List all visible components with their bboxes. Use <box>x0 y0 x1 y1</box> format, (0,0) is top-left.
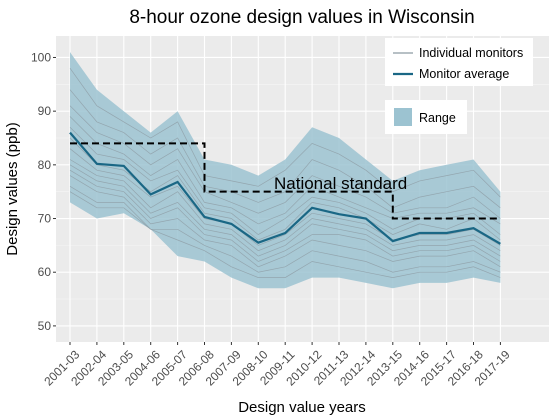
monitor-average-line <box>69 131 501 245</box>
legend-average-label: Monitor average <box>419 67 509 81</box>
individual-monitor-line <box>69 164 501 257</box>
individual-monitor-line <box>69 67 501 198</box>
individual-monitor-line <box>69 148 501 246</box>
y-tick-label: 70 <box>38 212 52 226</box>
y-tick-label: 90 <box>38 104 52 118</box>
national-standard-line <box>70 142 501 220</box>
legend-lines: Individual monitors Monitor average <box>385 38 533 86</box>
legend-range: Range <box>385 100 467 134</box>
national-standard-lines <box>70 142 501 220</box>
legend-lines-box <box>385 38 533 86</box>
legend-range-label: Range <box>419 111 456 125</box>
individual-monitor-line <box>69 159 501 252</box>
individual-monitor-line <box>69 105 501 219</box>
legend-range-key <box>394 108 412 126</box>
y-tick-label: 60 <box>38 265 52 279</box>
y-tick-label: 50 <box>38 319 52 333</box>
individual-monitor-lines <box>69 67 501 278</box>
individual-monitor-line <box>69 116 501 225</box>
y-axis-title: Design values (ppb) <box>4 122 21 255</box>
individual-monitor-line <box>69 169 501 262</box>
chart-title: 8-hour ozone design values in Wisconsin <box>129 7 474 28</box>
y-tick-label: 80 <box>38 158 52 172</box>
y-tick-label: 100 <box>31 50 51 64</box>
legend-individual-label: Individual monitors <box>419 46 523 60</box>
individual-monitor-line <box>69 175 501 268</box>
y-axis-ticks: 50 60 70 80 90 100 <box>31 50 56 333</box>
x-axis-ticks: 2001-032002-042003-052004-062005-072006-… <box>41 342 513 388</box>
x-axis-title: Design value years <box>238 399 366 416</box>
individual-monitor-line <box>69 89 501 209</box>
national-standard-label: National standard <box>274 174 407 193</box>
individual-monitor-line <box>69 191 501 278</box>
individual-monitor-line <box>69 185 501 273</box>
